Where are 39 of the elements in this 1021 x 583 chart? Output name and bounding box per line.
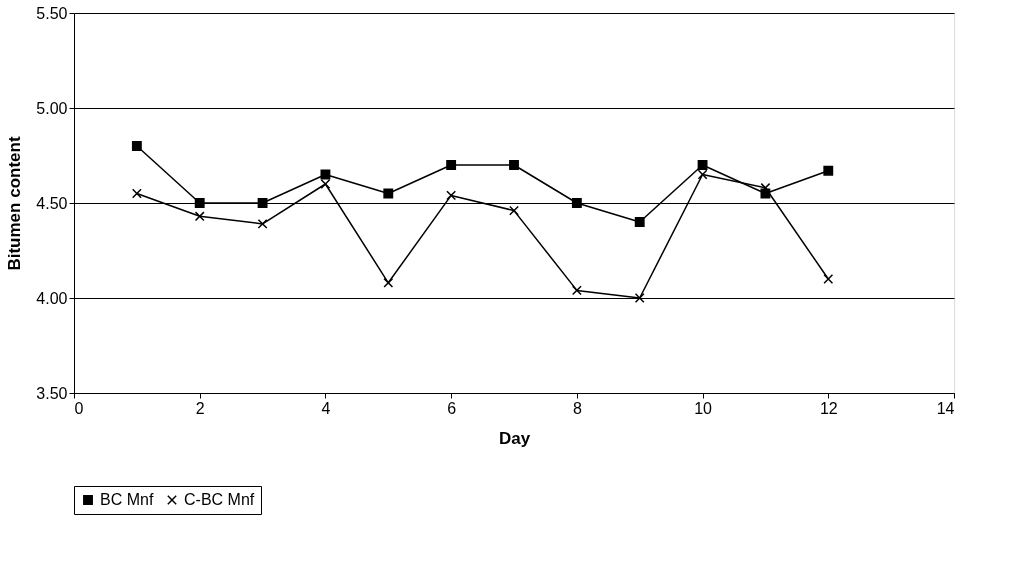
x-axis-title: Day [498,428,531,448]
point [697,160,708,170]
y-tick-label: 4.00 [36,289,68,307]
x-tick-label: 6 [447,399,457,417]
point [194,211,205,222]
y-axis-title: Bitumen content [5,136,25,271]
legend-label: C-BC Mnf [184,491,255,508]
point [571,285,582,296]
point [131,141,142,151]
x-tick-label: 4 [321,399,331,417]
x-tick-label: 10 [694,399,713,417]
y-tick-label: 5.00 [36,99,68,117]
point [257,218,268,229]
point [383,277,394,288]
x-tick-label: 0 [74,399,84,417]
x-tick-label: 8 [572,399,582,417]
x-tick-label: 12 [819,399,838,417]
y-tick-label: 5.50 [36,4,68,22]
point [509,160,519,170]
y-tick-label: 3.50 [36,384,68,402]
point [634,293,645,303]
x-tick-label: 14 [936,399,955,417]
point [446,160,457,170]
point [383,188,394,199]
y-tick-label: 4.50 [36,194,68,212]
point [697,169,708,180]
point [634,217,645,227]
point [320,169,331,180]
point [131,188,142,199]
point [571,198,582,208]
point [509,205,519,216]
legend-label: BC Mnf [100,491,154,508]
point [257,198,268,208]
point [320,179,331,189]
x-tick-label: 2 [195,399,205,417]
point [446,190,457,201]
point [194,198,205,208]
point [823,165,834,176]
point [823,274,834,284]
